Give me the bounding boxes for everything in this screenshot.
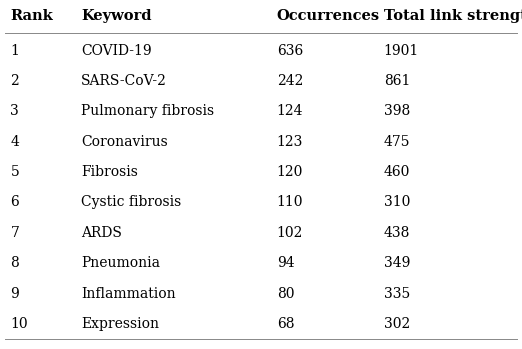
Text: 6: 6 <box>10 195 19 209</box>
Text: 4: 4 <box>10 135 19 149</box>
Text: 1: 1 <box>10 44 19 58</box>
Text: 349: 349 <box>384 256 410 270</box>
Text: Inflammation: Inflammation <box>81 287 175 300</box>
Text: 68: 68 <box>277 317 294 331</box>
Text: 123: 123 <box>277 135 303 149</box>
Text: 124: 124 <box>277 104 303 118</box>
Text: 9: 9 <box>10 287 19 300</box>
Text: 861: 861 <box>384 74 410 88</box>
Text: 1901: 1901 <box>384 44 419 58</box>
Text: Cystic fibrosis: Cystic fibrosis <box>81 195 181 209</box>
Text: 335: 335 <box>384 287 410 300</box>
Text: 398: 398 <box>384 104 410 118</box>
Text: 5: 5 <box>10 165 19 179</box>
Text: Coronavirus: Coronavirus <box>81 135 168 149</box>
Text: 110: 110 <box>277 195 303 209</box>
Text: Rank: Rank <box>10 9 53 23</box>
Text: 7: 7 <box>10 226 19 240</box>
Text: 2: 2 <box>10 74 19 88</box>
Text: ARDS: ARDS <box>81 226 122 240</box>
Text: SARS-CoV-2: SARS-CoV-2 <box>81 74 167 88</box>
Text: 636: 636 <box>277 44 303 58</box>
Text: Occurrences: Occurrences <box>277 9 380 23</box>
Text: 8: 8 <box>10 256 19 270</box>
Text: Pneumonia: Pneumonia <box>81 256 160 270</box>
Text: 310: 310 <box>384 195 410 209</box>
Text: 242: 242 <box>277 74 303 88</box>
Text: Keyword: Keyword <box>81 9 151 23</box>
Text: 3: 3 <box>10 104 19 118</box>
Text: 80: 80 <box>277 287 294 300</box>
Text: 94: 94 <box>277 256 294 270</box>
Text: 475: 475 <box>384 135 410 149</box>
Text: 460: 460 <box>384 165 410 179</box>
Text: COVID-19: COVID-19 <box>81 44 151 58</box>
Text: Pulmonary fibrosis: Pulmonary fibrosis <box>81 104 214 118</box>
Text: 120: 120 <box>277 165 303 179</box>
Text: 102: 102 <box>277 226 303 240</box>
Text: 438: 438 <box>384 226 410 240</box>
Text: Fibrosis: Fibrosis <box>81 165 138 179</box>
Text: 302: 302 <box>384 317 410 331</box>
Text: Total link strength: Total link strength <box>384 9 522 23</box>
Text: Expression: Expression <box>81 317 159 331</box>
Text: 10: 10 <box>10 317 28 331</box>
